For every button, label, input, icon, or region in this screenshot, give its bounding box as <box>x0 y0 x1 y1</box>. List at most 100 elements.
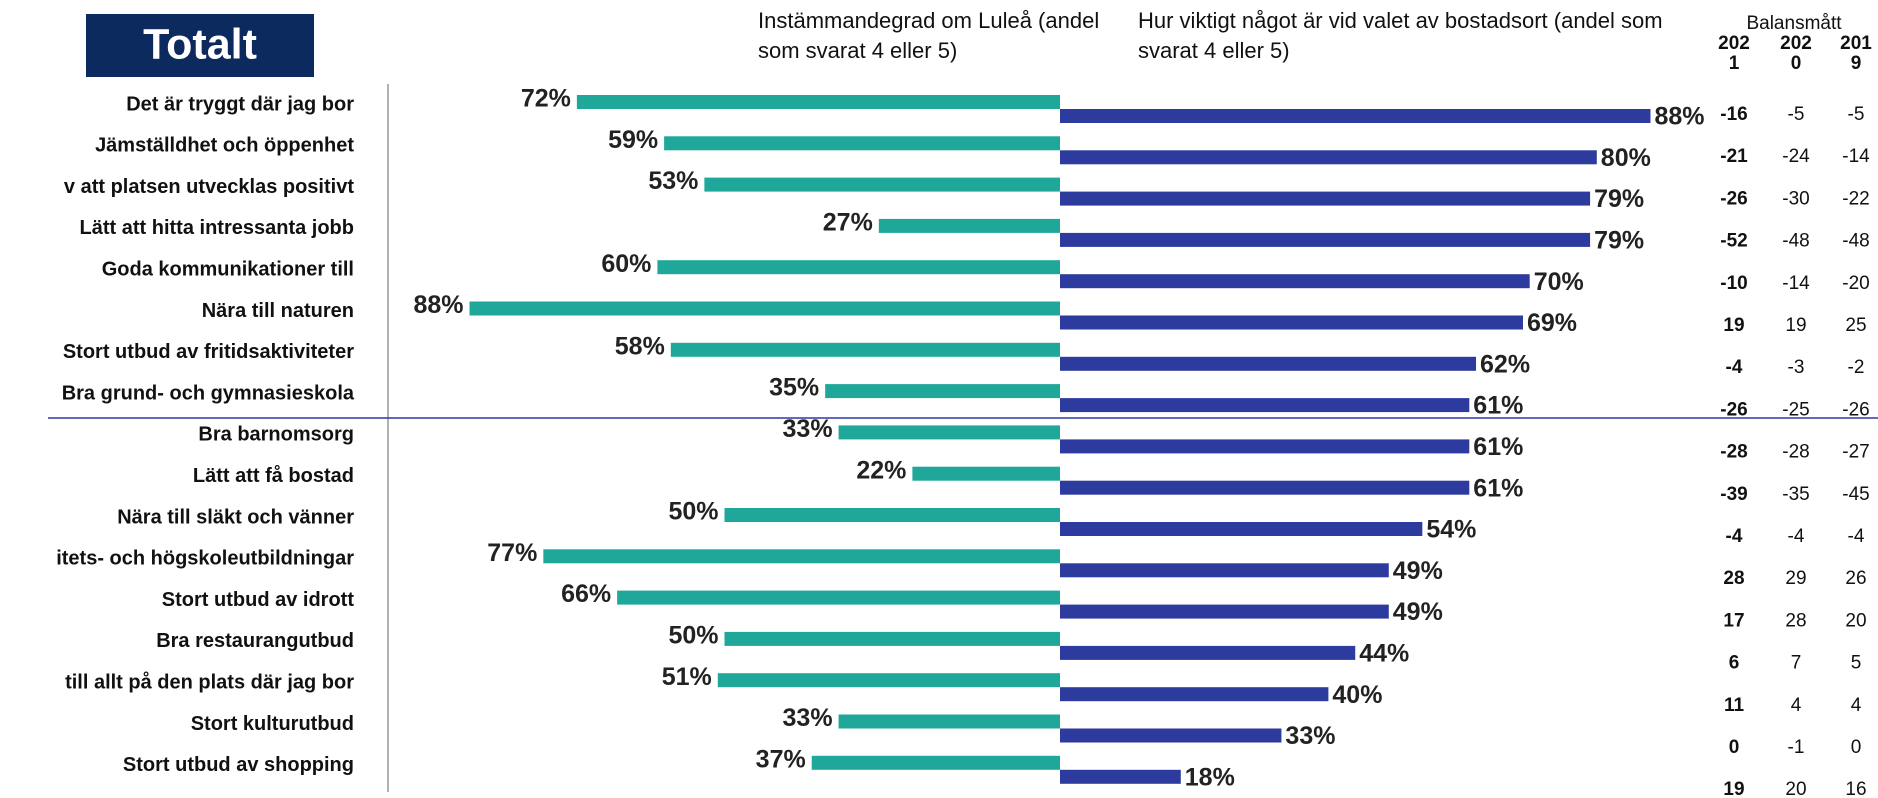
bar <box>878 218 1060 233</box>
value-label: 66% <box>561 580 611 608</box>
bar <box>1060 315 1523 330</box>
value-label: 40% <box>1332 681 1382 709</box>
category-label: Nära till naturen <box>202 300 354 322</box>
value-label: 69% <box>1527 309 1577 337</box>
bar <box>1060 150 1597 165</box>
value-label: 72% <box>521 85 571 113</box>
bar <box>838 425 1060 440</box>
table-cell: 20 <box>1845 610 1866 631</box>
bar <box>1060 522 1423 536</box>
category-label: Lätt att hitta intressanta jobb <box>80 217 354 239</box>
bar <box>1060 645 1356 660</box>
bar <box>469 301 1060 316</box>
value-label: 35% <box>769 374 819 402</box>
value-label: 54% <box>1426 516 1476 544</box>
table-cell: -26 <box>1720 399 1747 420</box>
table-cell: 4 <box>1851 695 1862 716</box>
table-cell: -14 <box>1842 146 1870 167</box>
category-label: Stort utbud av idrott <box>162 589 355 611</box>
bar <box>811 755 1060 770</box>
category-label: itets- och högskoleutbildningar <box>56 548 354 570</box>
value-label: 60% <box>601 250 651 278</box>
category-label: Goda kommunikationer till <box>102 258 354 280</box>
table-cell: 28 <box>1785 610 1806 631</box>
table-cell: -25 <box>1782 399 1809 420</box>
value-label: 77% <box>487 539 537 567</box>
value-label: 53% <box>648 167 698 195</box>
bar <box>1060 439 1470 454</box>
category-label: Jämställdhet och öppenhet <box>95 135 354 157</box>
table-cell: -14 <box>1782 273 1810 294</box>
table-cell: -27 <box>1842 442 1869 463</box>
table-cell: 19 <box>1785 315 1806 336</box>
bar <box>670 342 1060 357</box>
value-label: 58% <box>615 332 665 360</box>
series-header: Instämmandegrad om Luleå (andel som svar… <box>758 8 1100 63</box>
bar <box>724 631 1060 646</box>
category-label: v att platsen utvecklas positivt <box>64 176 354 198</box>
value-label: 44% <box>1359 640 1409 668</box>
table-cell: -4 <box>1726 357 1743 378</box>
table-column-header: 2019 <box>1840 33 1872 74</box>
category-label: Bra barnomsorg <box>198 424 354 446</box>
bar <box>664 136 1060 151</box>
bar <box>1060 191 1591 206</box>
table-cell: -48 <box>1782 231 1809 252</box>
table-cell: -5 <box>1788 104 1805 125</box>
table-cell: 6 <box>1729 653 1740 674</box>
table-cell: 7 <box>1791 653 1802 674</box>
table-column-header: 2021 <box>1718 33 1750 74</box>
value-label: 22% <box>856 456 906 484</box>
value-label: 62% <box>1480 350 1530 378</box>
bar <box>912 466 1060 481</box>
table-cell: -16 <box>1720 104 1747 125</box>
table-cell: -2 <box>1848 357 1865 378</box>
category-label: till allt på den plats där jag bor <box>65 670 354 693</box>
table-cell: 5 <box>1851 653 1862 674</box>
series-header: Hur viktigt något är vid valet av bostad… <box>1138 8 1663 63</box>
table-cell: -48 <box>1842 231 1869 252</box>
bar <box>1060 232 1591 247</box>
table-cell: 11 <box>1724 695 1745 716</box>
table-cell: -3 <box>1788 357 1805 378</box>
table-cell: -10 <box>1720 273 1747 294</box>
table-cell: -24 <box>1782 146 1810 167</box>
table-cell: -45 <box>1842 484 1869 505</box>
bar <box>1060 769 1181 784</box>
table-cell: -5 <box>1848 104 1865 125</box>
table-cell: 26 <box>1845 568 1866 589</box>
table-cell: 0 <box>1729 737 1740 758</box>
table-cell: -21 <box>1720 146 1748 167</box>
category-label: Stort utbud av fritidsaktiviteter <box>63 341 354 363</box>
value-label: 50% <box>668 498 718 526</box>
value-label: 27% <box>823 209 873 237</box>
table-cell: 20 <box>1785 779 1806 798</box>
bar <box>543 549 1060 564</box>
bar <box>576 95 1060 109</box>
value-label: 88% <box>1654 103 1704 131</box>
category-label: Lätt att få bostad <box>193 464 354 487</box>
table-cell: -22 <box>1842 188 1869 209</box>
bar <box>704 177 1060 192</box>
table-cell: -35 <box>1782 484 1809 505</box>
category-label: Stort kulturutbud <box>191 713 354 735</box>
table-cell: 19 <box>1723 315 1744 336</box>
bar <box>1060 728 1282 743</box>
bar <box>825 384 1060 399</box>
table-cell: 17 <box>1723 610 1744 631</box>
table-cell: 0 <box>1851 737 1862 758</box>
table-cell: 29 <box>1785 568 1806 589</box>
value-label: 59% <box>608 126 658 154</box>
table-cell: -39 <box>1720 484 1747 505</box>
table-cell: -1 <box>1788 737 1805 758</box>
table-cell: -26 <box>1842 399 1869 420</box>
bar <box>1060 604 1389 619</box>
value-label: 88% <box>413 291 463 319</box>
category-label: Det är tryggt där jag bor <box>126 93 354 115</box>
chart-title: Totalt <box>143 20 257 68</box>
table-cell: 4 <box>1791 695 1802 716</box>
value-label: 37% <box>756 745 806 773</box>
bar <box>1060 398 1470 413</box>
table-cell: 25 <box>1845 315 1866 336</box>
